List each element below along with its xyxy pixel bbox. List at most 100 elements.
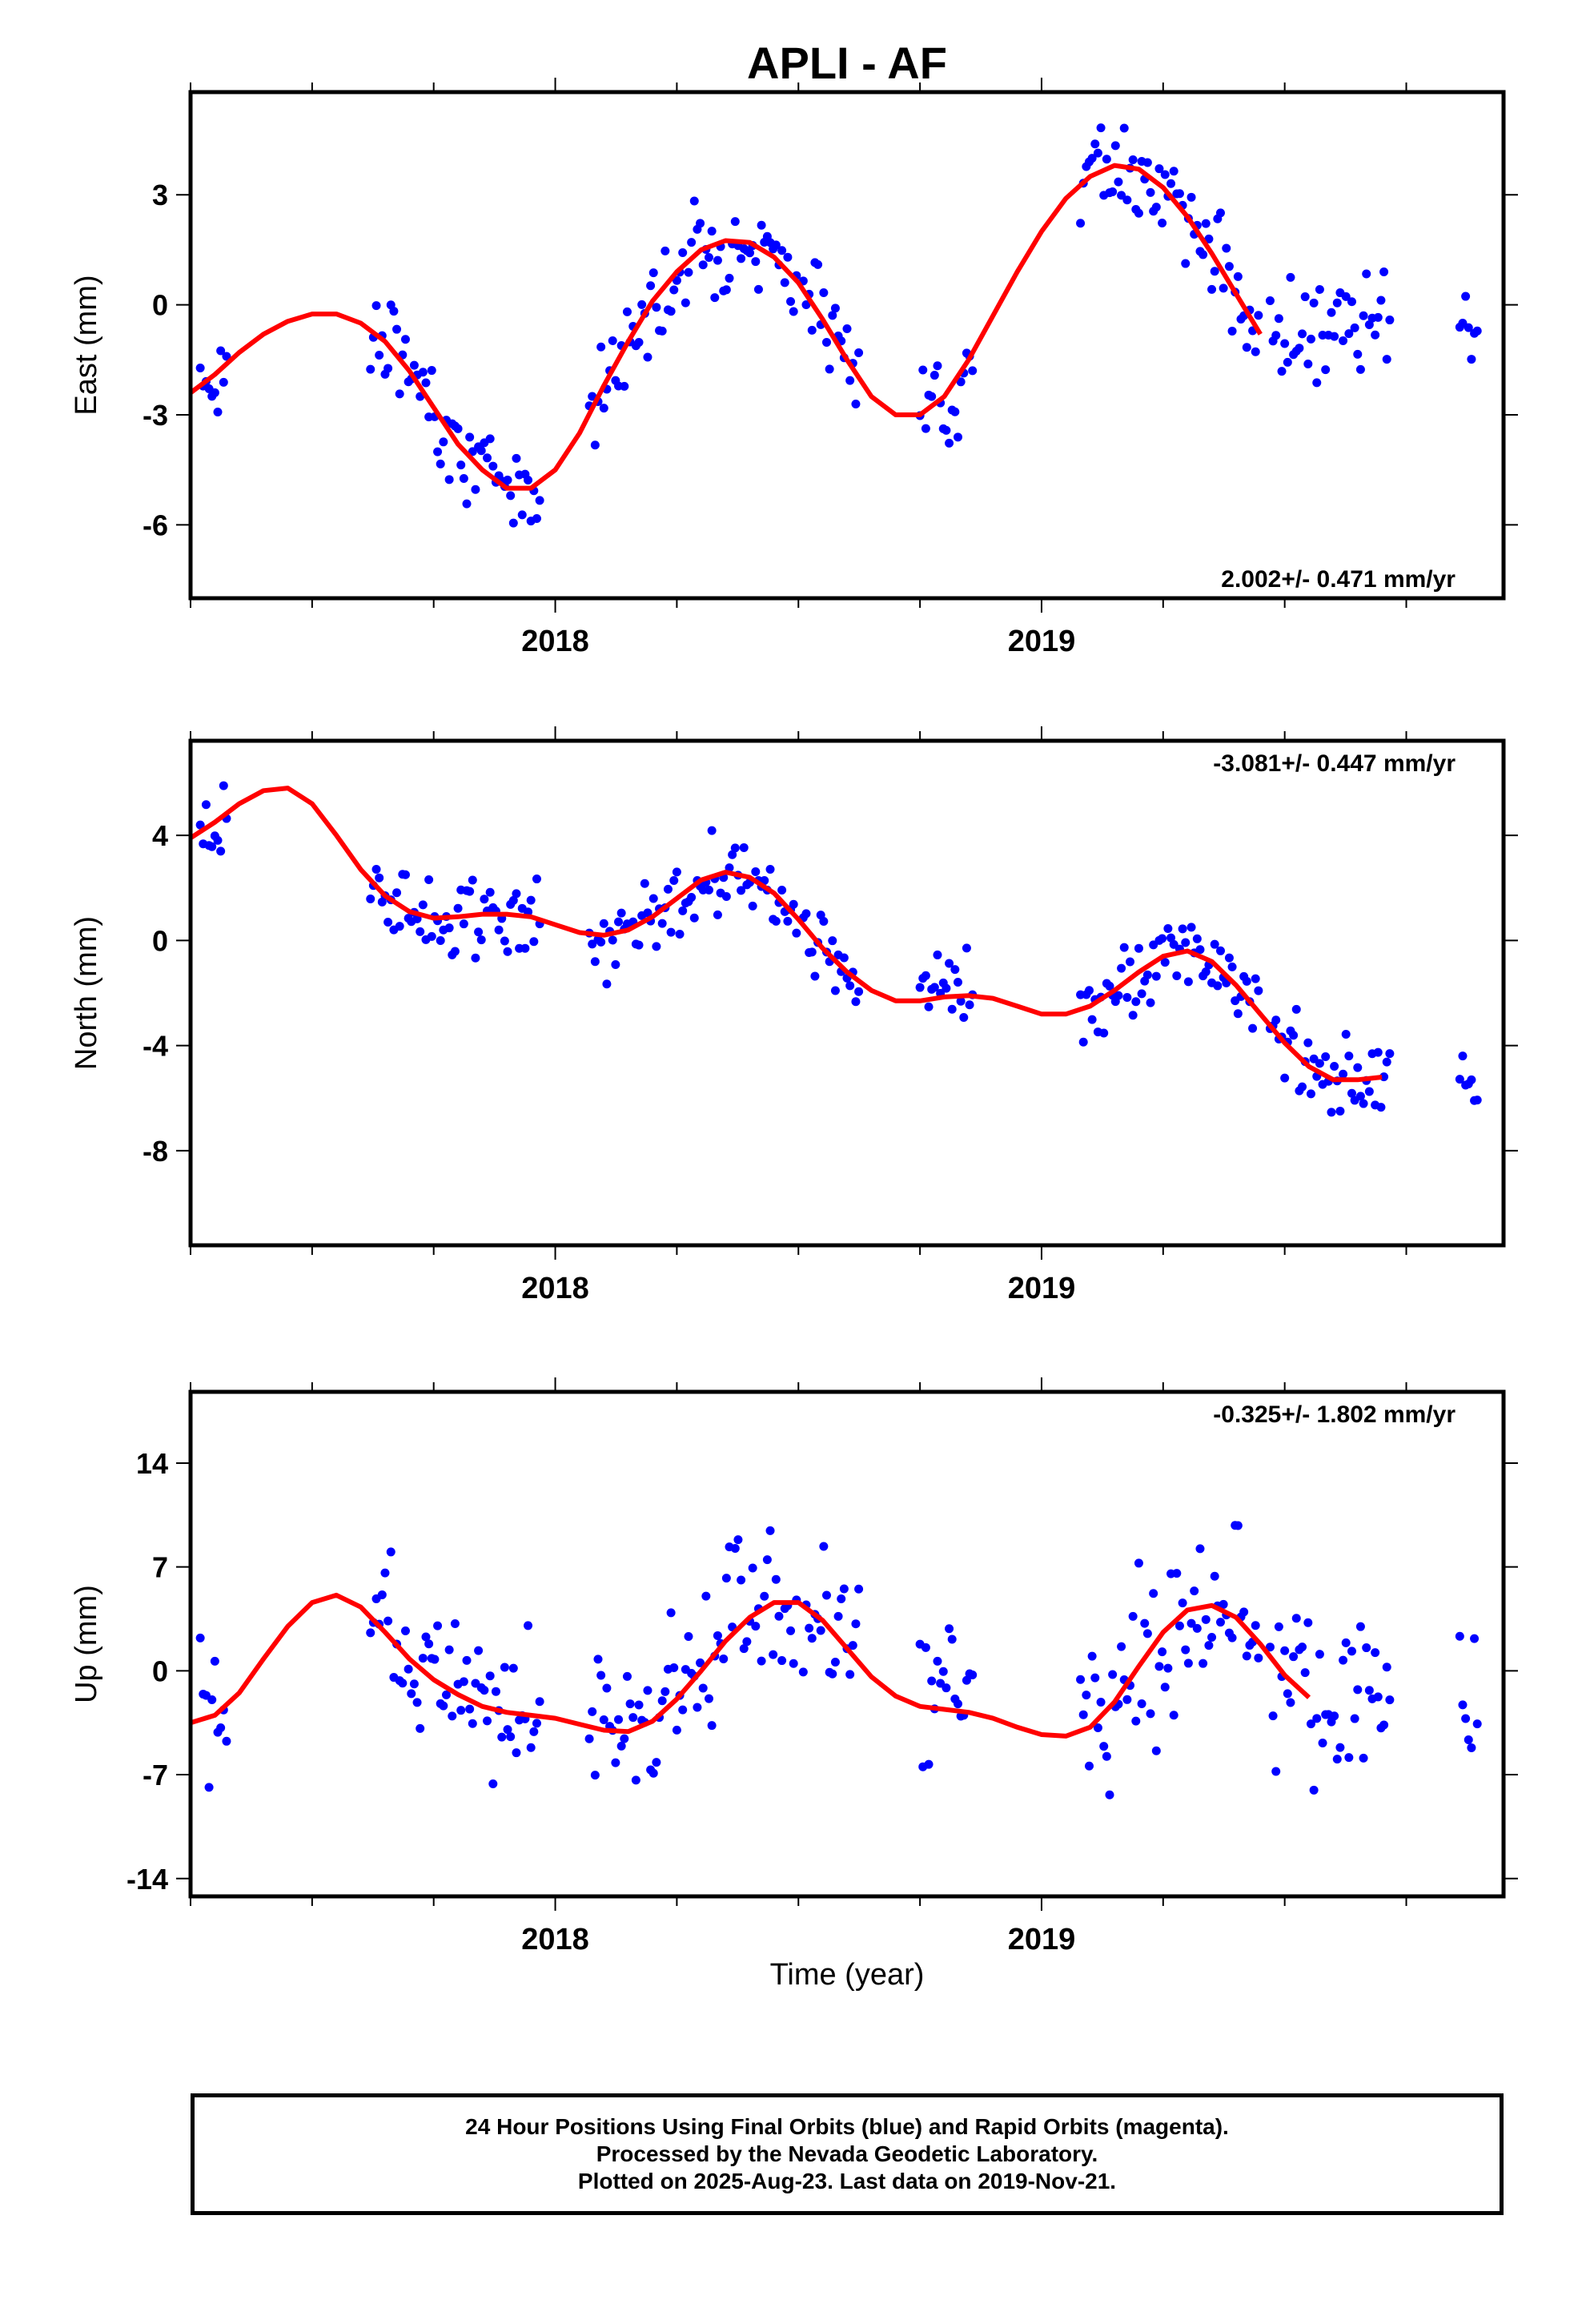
- data-point: [1318, 1739, 1327, 1748]
- y-tick-label: -7: [143, 1759, 168, 1791]
- data-point: [819, 288, 829, 298]
- data-point: [719, 1654, 729, 1663]
- data-point: [371, 301, 381, 311]
- data-point: [842, 324, 852, 334]
- data-point: [1254, 311, 1263, 320]
- data-point: [1163, 923, 1173, 933]
- data-point: [1350, 1714, 1359, 1723]
- data-point: [1151, 971, 1161, 981]
- data-point: [1283, 1689, 1292, 1699]
- data-point: [1280, 1073, 1290, 1083]
- data-point: [918, 365, 928, 375]
- data-point: [1186, 192, 1196, 202]
- data-point: [733, 1535, 743, 1545]
- data-point: [1192, 934, 1202, 943]
- data-point: [1087, 154, 1097, 163]
- data-point: [1347, 1088, 1356, 1098]
- data-point: [956, 377, 966, 387]
- data-point: [945, 1624, 954, 1634]
- data-point: [1265, 1642, 1275, 1652]
- data-point: [471, 485, 480, 494]
- data-point: [459, 919, 468, 929]
- data-point: [418, 1654, 428, 1663]
- x-tick-label: 2018: [521, 1272, 589, 1305]
- data-point: [915, 983, 925, 992]
- data-point: [1371, 1648, 1380, 1658]
- data-point: [1472, 1719, 1482, 1729]
- data-point: [1364, 320, 1374, 329]
- data-point: [409, 1679, 419, 1689]
- data-point: [1271, 1015, 1281, 1025]
- data-point: [1464, 323, 1473, 332]
- caption-box: 24 Hour Positions Using Final Orbits (bl…: [191, 2093, 1504, 2215]
- rate-label: -3.081+/- 0.447 mm/yr: [1213, 750, 1456, 777]
- data-point: [1158, 1647, 1167, 1657]
- data-point: [1335, 1106, 1345, 1116]
- data-point: [848, 1641, 857, 1651]
- data-point: [1160, 1683, 1170, 1692]
- data-point: [213, 407, 223, 416]
- data-point: [216, 346, 226, 356]
- data-point: [201, 800, 211, 810]
- data-point: [845, 1670, 855, 1679]
- data-point: [821, 337, 831, 347]
- data-point: [216, 1723, 226, 1732]
- data-point: [1233, 1521, 1243, 1530]
- data-point: [845, 376, 855, 385]
- data-point: [710, 293, 720, 303]
- data-point: [439, 437, 448, 447]
- data-point: [1306, 334, 1315, 344]
- data-point: [672, 867, 681, 877]
- data-point: [517, 510, 527, 520]
- data-point: [1344, 329, 1354, 339]
- data-point: [210, 1656, 219, 1666]
- data-point: [698, 1683, 708, 1693]
- data-point: [854, 1584, 864, 1594]
- data-point: [1298, 329, 1307, 339]
- data-point: [1315, 1650, 1324, 1659]
- data-point: [1084, 986, 1094, 995]
- data-point: [1099, 1028, 1109, 1038]
- data-point: [532, 513, 541, 523]
- data-point: [1158, 934, 1167, 943]
- data-point: [506, 491, 516, 501]
- data-point: [684, 267, 693, 277]
- data-point: [1186, 923, 1196, 932]
- data-point: [1309, 298, 1319, 308]
- data-point: [1224, 262, 1234, 271]
- data-point: [375, 350, 384, 360]
- data-point: [207, 842, 217, 851]
- data-point: [730, 217, 740, 227]
- east-panel: -6 -3 0 3 2018 2019 East (mm) 2.002+/- 0.471 mm…: [70, 78, 1518, 658]
- data-point: [933, 1656, 942, 1666]
- data-point: [930, 371, 939, 380]
- data-point: [1289, 1652, 1299, 1662]
- data-point: [786, 297, 796, 307]
- data-point: [1233, 271, 1243, 281]
- data-point: [813, 259, 823, 269]
- data-point: [524, 476, 533, 485]
- data-point: [480, 895, 489, 904]
- data-point: [1087, 1651, 1097, 1661]
- data-point: [924, 1002, 934, 1011]
- data-point: [1110, 141, 1120, 151]
- fit-line: [191, 1592, 1311, 1739]
- data-point: [648, 1768, 658, 1778]
- data-point: [424, 875, 434, 884]
- data-point: [444, 923, 454, 933]
- data-point: [1149, 1589, 1158, 1598]
- data-point: [1341, 1638, 1351, 1647]
- data-point: [483, 1716, 492, 1726]
- data-point: [476, 935, 486, 945]
- data-point: [748, 1563, 757, 1573]
- data-point: [1382, 355, 1391, 364]
- data-point: [400, 335, 410, 344]
- data-point: [1455, 1631, 1464, 1641]
- data-point: [669, 1663, 679, 1672]
- data-point: [512, 453, 521, 463]
- data-point: [1199, 250, 1208, 259]
- data-point: [1090, 1673, 1100, 1683]
- data-point: [204, 1783, 214, 1792]
- data-point: [792, 928, 801, 938]
- data-point: [1283, 357, 1292, 367]
